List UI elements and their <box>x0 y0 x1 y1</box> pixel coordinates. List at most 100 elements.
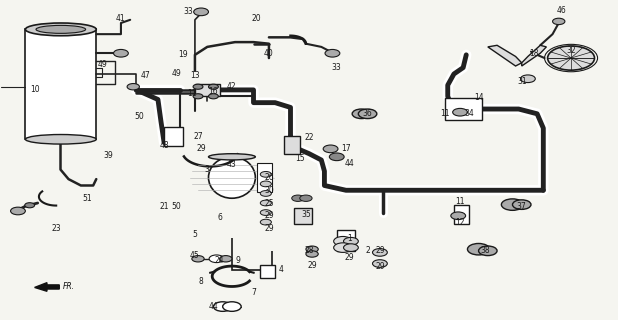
FancyBboxPatch shape <box>337 230 355 251</box>
FancyBboxPatch shape <box>294 208 312 224</box>
Text: 24: 24 <box>215 256 224 265</box>
Polygon shape <box>35 283 59 291</box>
Circle shape <box>520 75 535 83</box>
Text: 32: 32 <box>566 45 576 55</box>
Text: 25: 25 <box>264 198 274 207</box>
Text: 29: 29 <box>307 261 317 270</box>
Circle shape <box>25 203 35 208</box>
Circle shape <box>352 109 371 119</box>
Text: 4: 4 <box>279 265 284 275</box>
FancyBboxPatch shape <box>195 84 219 96</box>
Text: 34: 34 <box>465 109 474 118</box>
Text: 46: 46 <box>557 6 567 15</box>
Circle shape <box>306 251 318 257</box>
Circle shape <box>344 237 358 245</box>
Text: 44: 44 <box>208 302 218 311</box>
FancyBboxPatch shape <box>256 163 272 192</box>
Text: 21: 21 <box>159 202 169 211</box>
Ellipse shape <box>208 157 255 198</box>
Circle shape <box>260 181 271 187</box>
Ellipse shape <box>25 134 96 144</box>
Circle shape <box>260 219 271 225</box>
Circle shape <box>306 246 318 252</box>
Text: 15: 15 <box>295 154 305 163</box>
Text: 23: 23 <box>51 224 61 233</box>
Text: 29: 29 <box>344 253 354 262</box>
Circle shape <box>213 302 232 311</box>
Text: 30: 30 <box>264 186 274 195</box>
Text: 9: 9 <box>235 256 240 265</box>
Text: 50: 50 <box>135 113 145 122</box>
Text: 45: 45 <box>190 251 200 260</box>
Text: 14: 14 <box>474 93 483 102</box>
Text: 10: 10 <box>30 85 40 94</box>
Text: 44: 44 <box>344 159 354 168</box>
Text: 5: 5 <box>192 230 197 239</box>
Circle shape <box>193 94 203 99</box>
Circle shape <box>334 236 352 246</box>
Circle shape <box>323 145 338 153</box>
Text: 11: 11 <box>187 89 197 98</box>
Text: 11: 11 <box>440 109 449 118</box>
Text: 49: 49 <box>172 69 181 78</box>
FancyBboxPatch shape <box>260 265 275 278</box>
Circle shape <box>325 50 340 57</box>
Text: 33: 33 <box>332 63 342 72</box>
Text: 8: 8 <box>199 276 203 285</box>
Text: 20: 20 <box>252 14 261 23</box>
Text: 37: 37 <box>517 202 527 211</box>
Text: 42: 42 <box>227 82 237 91</box>
Text: 12: 12 <box>455 218 465 227</box>
Circle shape <box>260 172 271 177</box>
Text: 16: 16 <box>209 87 218 96</box>
Text: 1: 1 <box>347 234 352 243</box>
Circle shape <box>467 244 489 255</box>
Text: 17: 17 <box>341 144 351 153</box>
Circle shape <box>358 109 377 119</box>
Text: 51: 51 <box>82 194 92 203</box>
Polygon shape <box>522 45 546 66</box>
FancyBboxPatch shape <box>25 29 96 139</box>
Ellipse shape <box>36 25 86 33</box>
Circle shape <box>373 249 387 256</box>
Circle shape <box>512 200 531 209</box>
Circle shape <box>334 243 352 252</box>
Circle shape <box>552 18 565 25</box>
Text: 22: 22 <box>304 133 314 142</box>
Text: 43: 43 <box>227 160 237 169</box>
Text: 31: 31 <box>517 77 527 86</box>
Circle shape <box>222 302 241 311</box>
Text: 6: 6 <box>217 213 222 222</box>
Circle shape <box>11 207 25 215</box>
Text: 47: 47 <box>141 71 150 80</box>
Text: 19: 19 <box>178 50 187 59</box>
Text: 48: 48 <box>159 141 169 150</box>
Circle shape <box>208 84 218 89</box>
Text: 41: 41 <box>116 14 125 23</box>
Circle shape <box>329 153 344 161</box>
Text: 49: 49 <box>98 60 108 69</box>
Circle shape <box>192 256 204 262</box>
Circle shape <box>260 200 271 206</box>
FancyBboxPatch shape <box>454 204 469 224</box>
Text: 11: 11 <box>455 197 465 206</box>
Text: 29: 29 <box>375 246 385 255</box>
Circle shape <box>501 199 523 210</box>
Circle shape <box>452 108 467 116</box>
Text: 29: 29 <box>264 224 274 233</box>
Circle shape <box>292 195 304 201</box>
FancyBboxPatch shape <box>164 126 182 146</box>
Circle shape <box>209 255 224 263</box>
Text: 28: 28 <box>304 246 314 255</box>
Text: 29: 29 <box>264 211 274 220</box>
Text: 13: 13 <box>190 71 200 80</box>
Ellipse shape <box>25 23 96 36</box>
Text: 40: 40 <box>264 49 274 58</box>
FancyBboxPatch shape <box>284 136 300 154</box>
Text: 39: 39 <box>104 151 114 160</box>
Circle shape <box>373 260 387 268</box>
Circle shape <box>193 8 208 16</box>
Ellipse shape <box>208 154 255 160</box>
Text: 18: 18 <box>529 49 539 58</box>
Text: FR.: FR. <box>62 282 74 291</box>
